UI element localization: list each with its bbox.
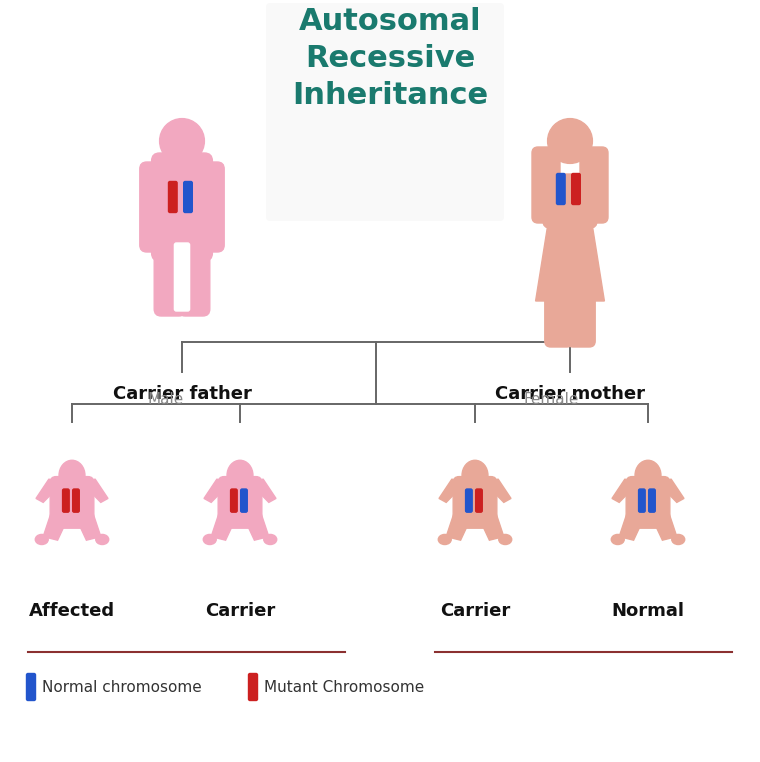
FancyBboxPatch shape	[241, 489, 247, 512]
Ellipse shape	[439, 534, 451, 545]
FancyBboxPatch shape	[545, 283, 573, 347]
FancyBboxPatch shape	[154, 230, 185, 316]
Polygon shape	[488, 479, 511, 502]
Ellipse shape	[499, 534, 511, 545]
Polygon shape	[76, 515, 101, 540]
FancyBboxPatch shape	[169, 181, 177, 213]
Polygon shape	[446, 515, 470, 540]
Polygon shape	[43, 515, 68, 540]
Polygon shape	[253, 479, 276, 502]
Text: Affected: Affected	[29, 602, 115, 620]
FancyBboxPatch shape	[184, 181, 192, 213]
FancyBboxPatch shape	[50, 476, 93, 528]
Ellipse shape	[264, 534, 277, 545]
FancyBboxPatch shape	[218, 476, 262, 528]
FancyBboxPatch shape	[466, 489, 472, 512]
FancyBboxPatch shape	[648, 489, 655, 512]
Ellipse shape	[203, 534, 217, 545]
FancyBboxPatch shape	[567, 283, 595, 347]
Polygon shape	[536, 221, 604, 301]
Text: Female: Female	[524, 392, 579, 407]
Ellipse shape	[59, 460, 85, 491]
Text: Normal: Normal	[612, 602, 685, 620]
FancyBboxPatch shape	[140, 162, 172, 252]
FancyBboxPatch shape	[230, 489, 237, 512]
FancyBboxPatch shape	[626, 476, 670, 528]
Text: Carrier: Carrier	[440, 602, 510, 620]
Polygon shape	[612, 479, 635, 502]
FancyBboxPatch shape	[62, 489, 69, 512]
FancyBboxPatch shape	[543, 174, 597, 228]
FancyBboxPatch shape	[266, 3, 504, 221]
FancyBboxPatch shape	[556, 174, 565, 204]
Ellipse shape	[462, 460, 488, 491]
Polygon shape	[480, 515, 504, 540]
Text: Mutant Chromosome: Mutant Chromosome	[264, 680, 424, 694]
Ellipse shape	[672, 534, 685, 545]
Text: Autosomal
Recessive
Inheritance: Autosomal Recessive Inheritance	[292, 7, 488, 110]
Text: Carrier father: Carrier father	[112, 385, 252, 403]
Polygon shape	[619, 515, 644, 540]
FancyBboxPatch shape	[192, 162, 224, 252]
Ellipse shape	[611, 534, 624, 545]
Text: Normal chromosome: Normal chromosome	[42, 680, 201, 694]
Circle shape	[160, 119, 204, 163]
Ellipse shape	[35, 534, 48, 545]
Polygon shape	[652, 515, 677, 540]
Polygon shape	[36, 479, 59, 502]
FancyBboxPatch shape	[27, 674, 36, 700]
Text: Male: Male	[148, 392, 184, 407]
FancyBboxPatch shape	[638, 489, 645, 512]
FancyBboxPatch shape	[532, 147, 560, 223]
FancyBboxPatch shape	[174, 243, 189, 311]
FancyBboxPatch shape	[73, 489, 79, 512]
Polygon shape	[211, 515, 236, 540]
Circle shape	[548, 119, 592, 163]
FancyBboxPatch shape	[249, 674, 258, 700]
Polygon shape	[204, 479, 227, 502]
FancyBboxPatch shape	[580, 147, 608, 223]
Polygon shape	[85, 479, 108, 502]
Polygon shape	[661, 479, 684, 502]
Ellipse shape	[96, 534, 109, 545]
FancyBboxPatch shape	[151, 153, 212, 261]
Text: Carrier: Carrier	[205, 602, 275, 620]
FancyBboxPatch shape	[572, 174, 581, 204]
Polygon shape	[439, 479, 462, 502]
Ellipse shape	[227, 460, 253, 491]
Polygon shape	[244, 515, 269, 540]
Ellipse shape	[635, 460, 661, 491]
FancyBboxPatch shape	[453, 476, 497, 528]
FancyBboxPatch shape	[476, 489, 483, 512]
Text: Carrier mother: Carrier mother	[495, 385, 645, 403]
FancyBboxPatch shape	[178, 230, 210, 316]
